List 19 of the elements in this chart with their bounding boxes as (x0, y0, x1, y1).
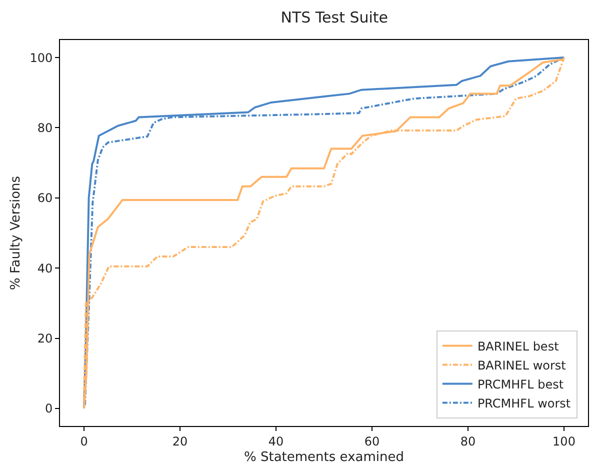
y-tick-label: 0 (44, 402, 53, 416)
x-tick-label: 40 (268, 434, 284, 448)
x-tick-label: 60 (364, 434, 380, 448)
x-tick-label: 0 (80, 434, 88, 448)
legend-label: BARINEL best (477, 339, 560, 354)
x-tick-label: 80 (460, 434, 476, 448)
x-tick-label: 20 (172, 434, 188, 448)
x-tick-label: 100 (552, 434, 576, 448)
y-tick-label: 40 (37, 261, 53, 276)
y-tick-label: 20 (37, 331, 53, 346)
x-axis-title: % Statements examined (244, 450, 404, 465)
y-tick-label: 80 (37, 120, 53, 135)
legend-label: PRCMHFL best (477, 377, 564, 392)
chart-title: NTS Test Suite (280, 8, 388, 26)
y-tick-label: 60 (37, 191, 53, 206)
legend-label: BARINEL worst (477, 358, 566, 372)
y-axis-title: % Faulty Versions (8, 176, 24, 290)
y-tick-label: 100 (30, 50, 53, 65)
legend-label: PRCMHFL worst (477, 396, 571, 410)
